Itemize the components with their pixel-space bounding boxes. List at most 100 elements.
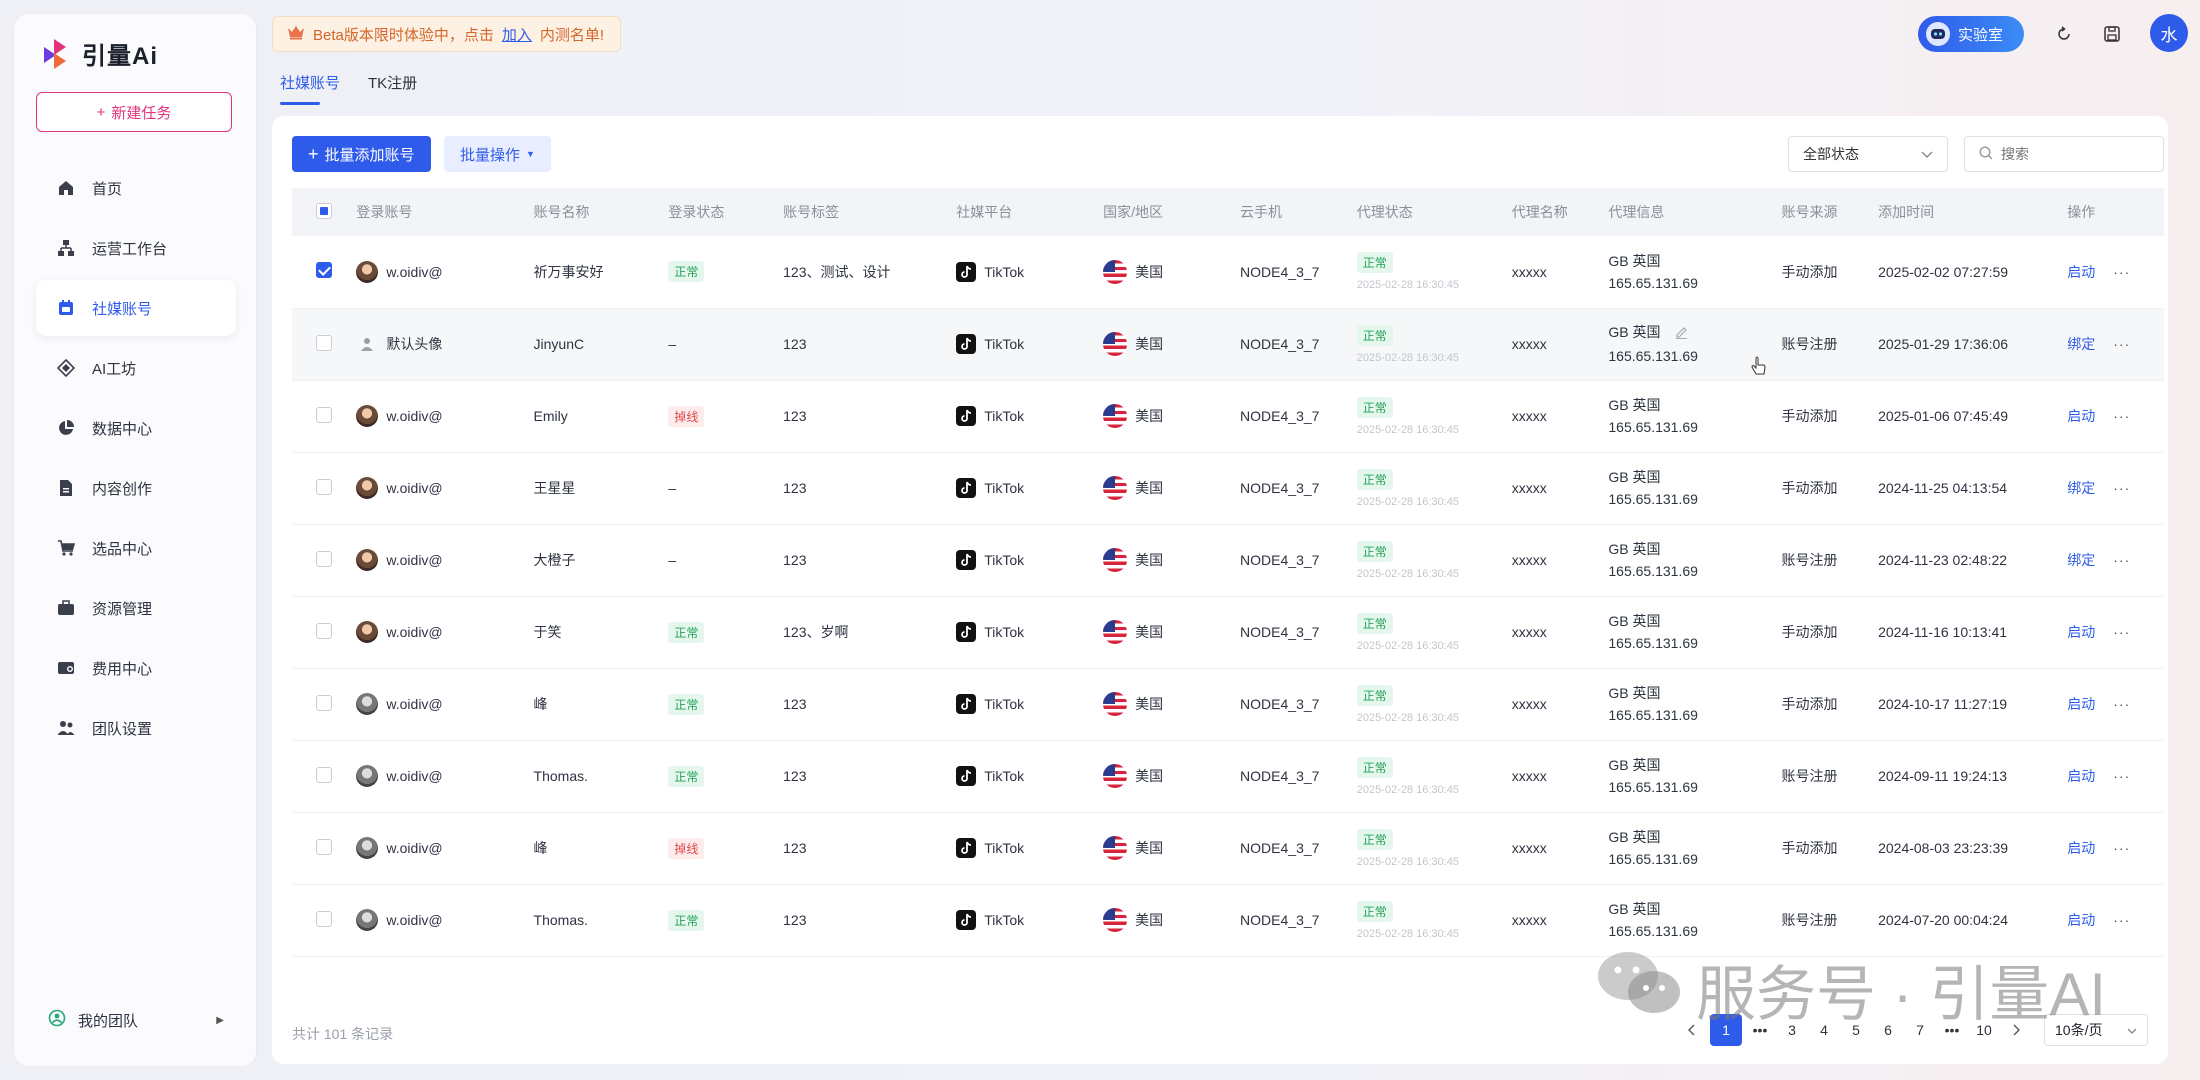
sidebar-item-label: 社媒账号 — [92, 300, 153, 318]
main-panel: + 批量添加账号 批量操作 ▼ 全部状态 登录账号 账号名称 登录状态 账号标签 社媒平… — [272, 116, 2168, 1064]
proxy-info-country: GB 英国 — [1608, 541, 1661, 557]
page-number[interactable]: 10 — [1976, 1022, 1992, 1038]
more-icon[interactable]: ··· — [2113, 480, 2131, 496]
row-checkbox[interactable] — [316, 262, 332, 279]
accounts-table: 登录账号 账号名称 登录状态 账号标签 社媒平台 国家/地区 云手机 代理状态 代理名称 代理信息… — [292, 188, 2164, 957]
row-action-link[interactable]: 启动 — [2067, 840, 2096, 856]
more-icon[interactable]: ··· — [2113, 696, 2131, 712]
row-action-link[interactable]: 绑定 — [2067, 336, 2096, 352]
platform-cell: TikTok — [956, 308, 1103, 380]
new-task-button[interactable]: + 新建任务 — [36, 92, 232, 132]
lab-button[interactable]: 实验室 — [1918, 16, 2024, 52]
edit-icon[interactable] — [1675, 323, 1688, 345]
row-checkbox[interactable] — [316, 766, 332, 783]
page-ellipsis[interactable]: ••• — [1752, 1022, 1768, 1038]
row-checkbox[interactable] — [316, 550, 332, 567]
more-icon[interactable]: ··· — [2113, 624, 2131, 640]
row-action-link[interactable]: 绑定 — [2067, 480, 2096, 496]
select-all-checkbox[interactable] — [316, 202, 332, 219]
row-checkbox[interactable] — [316, 478, 332, 495]
next-page-icon[interactable] — [2002, 1014, 2030, 1046]
more-icon[interactable]: ··· — [2113, 912, 2131, 928]
tab-tk-register[interactable]: TK注册 — [368, 75, 418, 92]
more-icon[interactable]: ··· — [2113, 840, 2131, 856]
status-filter-select[interactable]: 全部状态 — [1788, 136, 1948, 172]
page-number[interactable]: 6 — [1884, 1022, 1892, 1038]
sidebar-item-6[interactable]: 选品中心 — [36, 520, 236, 576]
country: 美国 — [1103, 404, 1240, 428]
country: 美国 — [1103, 764, 1240, 788]
row-select-cell — [292, 812, 356, 884]
row-select-cell — [292, 596, 356, 668]
column-header: 账号标签 — [783, 204, 840, 220]
home-icon — [56, 178, 76, 198]
prev-page-icon[interactable] — [1678, 1014, 1706, 1046]
sidebar-item-0[interactable]: 首页 — [36, 160, 236, 216]
more-icon[interactable]: ··· — [2113, 552, 2131, 568]
more-icon[interactable]: ··· — [2113, 263, 2131, 280]
proxy-info-ip: 165.65.131.69 — [1608, 707, 1698, 723]
proxy-status-cell: 正常 2025-02-28 16:30:45 — [1356, 812, 1512, 884]
sidebar-item-9[interactable]: 团队设置 — [36, 700, 236, 756]
row-checkbox[interactable] — [316, 838, 332, 855]
sidebar-item-3[interactable]: AI工坊 — [36, 340, 236, 396]
sidebar-item-5[interactable]: 内容创作 — [36, 460, 236, 516]
proxy-status-cell: 正常 2025-02-28 16:30:45 — [1356, 524, 1512, 596]
sidebar-item-8[interactable]: 费用中心 — [36, 640, 236, 696]
sidebar-item-label: 团队设置 — [92, 720, 153, 738]
user-avatar[interactable]: 水 — [2150, 14, 2188, 52]
proxy-status-badge: 正常 — [1356, 540, 1393, 562]
row-action-link[interactable]: 绑定 — [2067, 552, 2096, 568]
search-input[interactable] — [2001, 146, 2141, 162]
ai-diamond-icon — [56, 358, 76, 378]
page-number[interactable]: 4 — [1820, 1022, 1828, 1038]
row-action-link[interactable]: 启动 — [2067, 624, 2096, 640]
more-icon[interactable]: ··· — [2113, 336, 2131, 352]
page-number[interactable]: 3 — [1788, 1022, 1796, 1038]
actions: 启动 ··· — [2067, 262, 2164, 282]
row-checkbox[interactable] — [316, 406, 332, 423]
tab-social-accounts[interactable]: 社媒账号 — [280, 72, 340, 105]
sidebar-item-4[interactable]: 数据中心 — [36, 400, 236, 456]
sidebar-item-7[interactable]: 资源管理 — [36, 580, 236, 636]
page-number[interactable]: 7 — [1916, 1022, 1924, 1038]
account-tags: 123 — [783, 408, 807, 424]
sidebar-item-label: 选品中心 — [92, 540, 153, 558]
refresh-icon[interactable] — [2052, 22, 2076, 46]
row-action-link[interactable]: 启动 — [2067, 408, 2096, 424]
row-checkbox[interactable] — [316, 622, 332, 639]
proxy-info: GB 英国 165.65.131.69 — [1608, 250, 1781, 294]
row-action-link[interactable]: 启动 — [2067, 912, 2096, 928]
row-action-link[interactable]: 启动 — [2067, 696, 2096, 712]
search-box[interactable] — [1964, 136, 2164, 172]
proxy-name: xxxxx — [1511, 263, 1547, 280]
join-link[interactable]: 加入 — [501, 26, 532, 44]
page-number[interactable]: 1 — [1710, 1014, 1742, 1046]
more-icon[interactable]: ··· — [2113, 408, 2131, 424]
my-team-button[interactable]: 我的团队 ▶ — [36, 1000, 236, 1040]
more-icon[interactable]: ··· — [2113, 768, 2131, 784]
sidebar-item-2[interactable]: 社媒账号 — [36, 280, 236, 336]
avatar — [356, 260, 379, 283]
country-name: 美国 — [1135, 408, 1164, 424]
row-action-link[interactable]: 启动 — [2067, 768, 2096, 784]
table-body: w.oidiv@ 祈万事安好 正常 123、测试、设计 TikTok 美国 NODE4_3_… — [292, 236, 2164, 956]
row-checkbox[interactable] — [316, 334, 332, 351]
account-source: 手动添加 — [1781, 624, 1838, 640]
platform-cell: TikTok — [956, 524, 1103, 596]
app-logo[interactable]: 引量Ai — [40, 36, 158, 71]
row-checkbox[interactable] — [316, 910, 332, 927]
batch-add-account-button[interactable]: + 批量添加账号 — [292, 136, 431, 172]
batch-operations-button[interactable]: 批量操作 ▼ — [444, 136, 551, 172]
row-action-link[interactable]: 启动 — [2067, 263, 2096, 280]
row-checkbox[interactable] — [316, 694, 332, 711]
page-number[interactable]: 5 — [1852, 1022, 1860, 1038]
page-ellipsis[interactable]: ••• — [1944, 1022, 1960, 1038]
page-size-select[interactable]: 10条/页 — [2044, 1014, 2148, 1046]
country: 美国 — [1103, 692, 1240, 716]
proxy-info-ip: 165.65.131.69 — [1608, 347, 1698, 364]
actions: 启动 ··· — [2067, 838, 2164, 858]
save-icon[interactable] — [2100, 22, 2124, 46]
sidebar-item-1[interactable]: 运营工作台 — [36, 220, 236, 276]
proxy-status-time: 2025-02-28 16:30:45 — [1356, 783, 1459, 796]
